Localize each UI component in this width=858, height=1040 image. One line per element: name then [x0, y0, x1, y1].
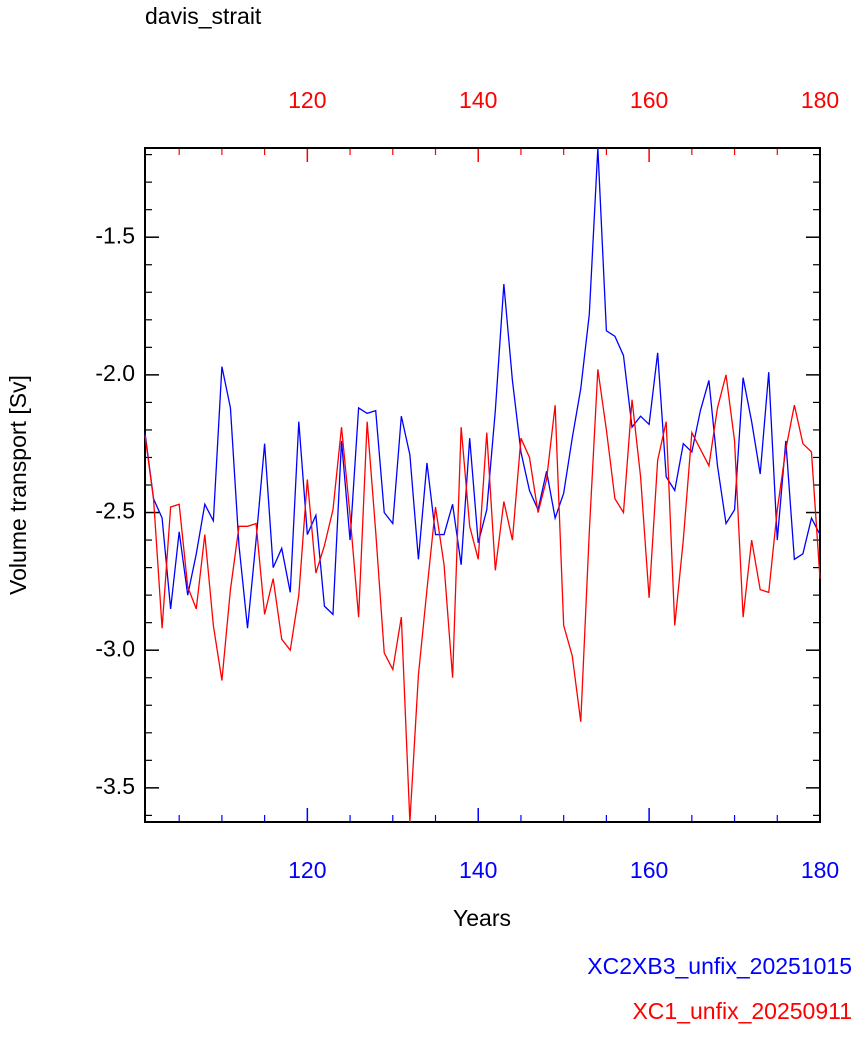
- legend-entry: XC1_unfix_20250911: [632, 998, 852, 1024]
- y-tick-label: -3.5: [95, 773, 135, 799]
- x-tick-label: 140: [459, 857, 497, 883]
- y-tick-label: -2.5: [95, 498, 135, 524]
- x-tick-label: 120: [288, 857, 326, 883]
- x-axis-label: Years: [453, 905, 511, 931]
- x-tick-label: 160: [630, 857, 668, 883]
- plot-frame: [144, 147, 821, 823]
- y-axis-label: Volume transport [Sv]: [5, 375, 31, 595]
- data-line: [144, 147, 821, 629]
- x-tick-label: 180: [801, 857, 839, 883]
- legend-entry: XC2XB3_unfix_20251015: [587, 953, 852, 979]
- y-tick-label: -3.0: [95, 635, 135, 661]
- y-tick-label: -2.0: [95, 360, 135, 386]
- x2-tick-label: 160: [630, 87, 668, 113]
- y-tick-label: -1.5: [95, 222, 135, 248]
- x2-tick-label: 140: [459, 87, 497, 113]
- x2-tick-label: 120: [288, 87, 326, 113]
- data-line: [144, 369, 821, 823]
- chart-title: davis_strait: [145, 3, 262, 29]
- x2-tick-label: 180: [801, 87, 839, 113]
